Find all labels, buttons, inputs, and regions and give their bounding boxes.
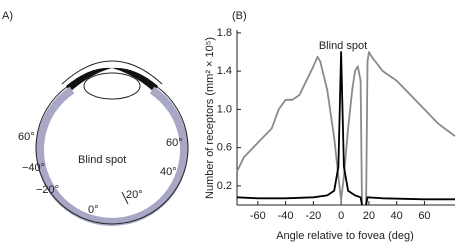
y-tick-label: 0.6 [217,142,232,154]
x-tick-label: -60 [250,210,266,222]
y-tick-label: 1.8 [217,27,232,39]
angle-label: −40° [22,162,45,174]
x-tick-label: 0 [338,210,344,222]
blind-spot-label: Blind spot [78,154,126,166]
panel-label: A) [2,10,13,22]
x-axis-label: Angle relative to fovea (deg) [276,230,414,242]
eye-diagram: A) 60° −40° −20° 0° 20° 40° 60° Blind sp… [2,10,188,224]
angle-label: 60° [166,137,183,149]
panel-label: (B) [232,10,247,22]
angle-label: 40° [160,166,177,178]
angle-label: 20° [126,189,143,201]
data-line [237,52,455,205]
y-tick-label: 0.2 [217,180,232,192]
lens [84,73,140,99]
x-tick-label: -40 [278,210,294,222]
angle-label: 60° [18,131,35,143]
figure: A) 60° −40° −20° 0° 20° 40° 60° Blind sp… [0,0,461,243]
x-tick-label: 60 [418,210,430,222]
x-tick-label: -20 [305,210,321,222]
y-axis-label: Number of receptors (mm² × 10⁵) [204,37,216,199]
y-tick-label: 1.4 [217,65,232,77]
x-tick-label: 20 [363,210,375,222]
angle-label: −20° [36,184,59,196]
angle-label: 0° [88,204,99,216]
y-tick-label: 1.0 [217,103,232,115]
annotation: Blind spot [319,40,367,52]
x-tick-label: 40 [391,210,403,222]
